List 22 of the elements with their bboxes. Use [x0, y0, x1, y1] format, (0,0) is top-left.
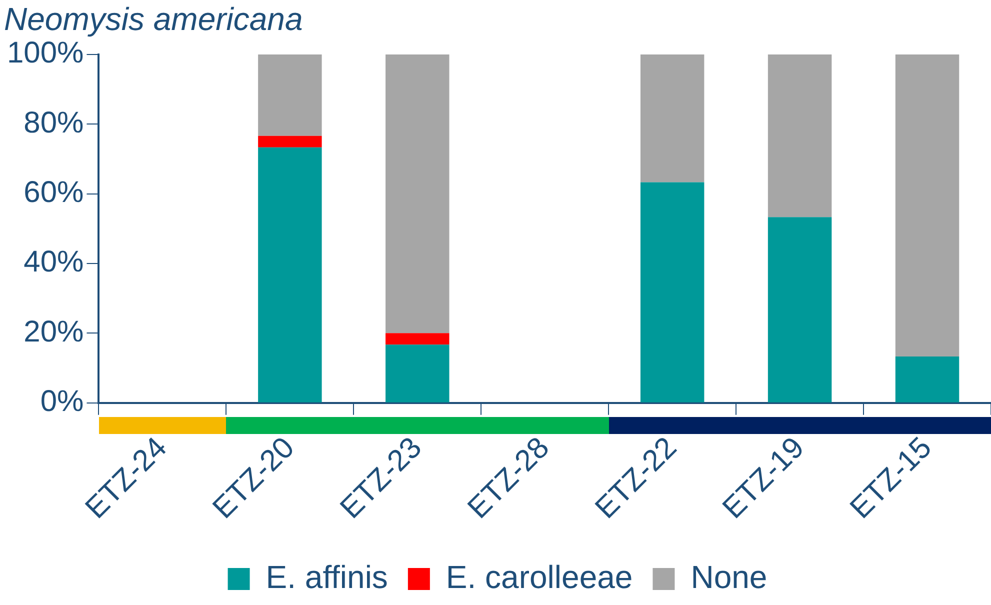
bar [386, 54, 450, 334]
bar [258, 54, 322, 136]
legend-label: E. carolleeae [446, 558, 633, 595]
bar [768, 54, 832, 218]
legend-label: E. affinis [266, 558, 388, 595]
bar [386, 344, 450, 402]
bar [258, 136, 322, 148]
y-tick-label: 80% [24, 106, 84, 140]
bar [895, 54, 960, 356]
legend-label: None [690, 558, 768, 595]
y-tick-label: 20% [24, 315, 84, 348]
y-tick-label: 40% [24, 246, 84, 279]
y-tick-label: 60% [24, 176, 84, 210]
bar [895, 356, 960, 402]
chart-title: Neomysis americana [4, 1, 303, 38]
bar [386, 333, 450, 345]
y-tick-label: 0% [40, 385, 84, 418]
bar [768, 217, 832, 402]
bar [640, 54, 704, 182]
bar [640, 182, 704, 402]
bar [258, 147, 322, 402]
y-tick-label: 100% [6, 36, 84, 70]
